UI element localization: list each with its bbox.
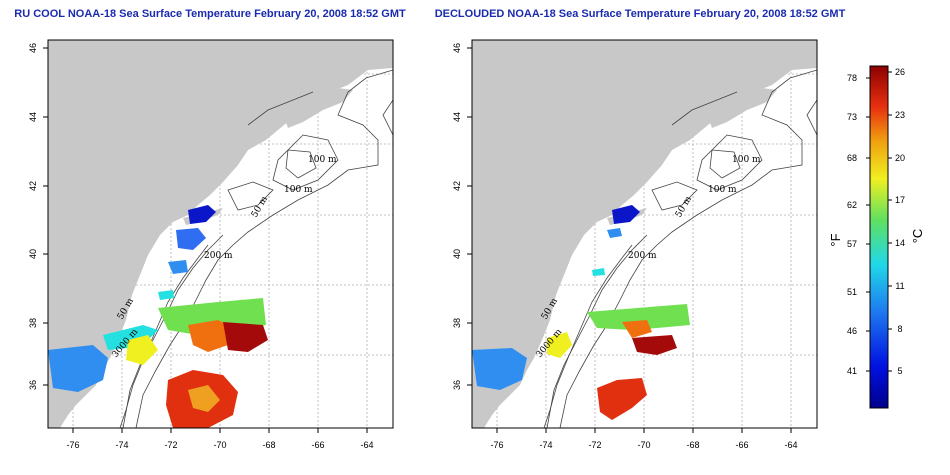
celsius-unit-label: °C <box>910 229 925 244</box>
celsius-tick-label: 20 <box>895 153 905 163</box>
contour-label: 100 m <box>708 185 737 195</box>
celsius-tick-label: 23 <box>895 110 905 120</box>
fahrenheit-tick-label: 46 <box>847 326 857 336</box>
fahrenheit-tick-label: 78 <box>847 73 857 83</box>
y-ticks <box>467 47 472 386</box>
y-tick-label: 44 <box>452 112 462 122</box>
fahrenheit-tick-label: 73 <box>847 112 857 122</box>
fahrenheit-tick-label: 68 <box>847 153 857 163</box>
x-tick-label: -70 <box>637 440 650 450</box>
right-map-title: DECLOUDED NOAA-18 Sea Surface Temperatur… <box>434 8 846 20</box>
y-tick-label: 44 <box>28 112 38 122</box>
celsius-tick-label: 17 <box>895 195 905 205</box>
colorbar-gradient <box>869 65 889 409</box>
x-tick-label: -64 <box>360 440 373 450</box>
y-tick-label: 38 <box>452 318 462 328</box>
fahrenheit-tick-label: 51 <box>847 287 857 297</box>
contour-label: 100 m <box>284 185 313 195</box>
celsius-tick-label: 8 <box>897 324 902 334</box>
y-tick-label: 38 <box>28 318 38 328</box>
x-tick-label: -68 <box>686 440 699 450</box>
x-tick-label: -70 <box>213 440 226 450</box>
x-tick-label: -64 <box>784 440 797 450</box>
left-map-title: RU COOL NOAA-18 Sea Surface Temperature … <box>14 8 406 20</box>
celsius-tick-label: 14 <box>895 238 905 248</box>
contour-label: 200 m <box>204 251 233 261</box>
contour-label: 100 m <box>732 155 761 165</box>
fahrenheit-tick-label: 62 <box>847 200 857 210</box>
left-map: 100 m 100 m 50 m 200 m 50 m 3000 m -76 -… <box>28 39 394 450</box>
celsius-ticks <box>888 71 892 372</box>
x-tick-label: -76 <box>490 440 503 450</box>
x-tick-label: -76 <box>66 440 79 450</box>
x-ticks <box>72 428 368 433</box>
sst-patches <box>48 205 268 428</box>
land-mass <box>472 40 817 428</box>
fahrenheit-tick-label: 41 <box>847 366 857 376</box>
right-map-panel: DECLOUDED NOAA-18 Sea Surface Temperatur… <box>430 0 850 475</box>
x-tick-label: -72 <box>164 440 177 450</box>
y-ticks <box>43 47 48 386</box>
x-tick-label: -74 <box>115 440 128 450</box>
temperature-colorbar: 78 73 68 62 57 51 46 41 26 23 20 17 14 1… <box>830 65 925 409</box>
x-tick-label: -72 <box>588 440 601 450</box>
land-mass <box>48 40 393 428</box>
x-tick-label: -66 <box>311 440 324 450</box>
y-tick-label: 46 <box>452 43 462 53</box>
celsius-tick-label: 5 <box>897 366 902 376</box>
fahrenheit-tick-label: 57 <box>847 239 857 249</box>
contour-label: 100 m <box>308 155 337 165</box>
y-tick-label: 40 <box>28 249 38 259</box>
land-nova-scotia <box>707 88 777 128</box>
land-nova-scotia <box>283 88 353 128</box>
y-tick-label: 36 <box>452 380 462 390</box>
y-tick-label: 40 <box>452 249 462 259</box>
x-tick-label: -74 <box>539 440 552 450</box>
y-tick-label: 42 <box>28 181 38 191</box>
x-tick-label: -68 <box>262 440 275 450</box>
contour-label: 200 m <box>628 251 657 261</box>
celsius-tick-label: 11 <box>895 281 904 291</box>
y-tick-label: 46 <box>28 43 38 53</box>
y-tick-label: 36 <box>28 380 38 390</box>
y-tick-label: 42 <box>452 181 462 191</box>
celsius-tick-label: 26 <box>895 67 905 77</box>
fahrenheit-ticks <box>866 77 870 372</box>
fahrenheit-unit-label: °F <box>830 233 843 246</box>
x-ticks <box>496 428 792 433</box>
left-map-panel: RU COOL NOAA-18 Sea Surface Temperature … <box>0 0 420 475</box>
x-tick-label: -66 <box>735 440 748 450</box>
right-map: 100 m 100 m 50 m 200 m 50 m 3000 m -76 -… <box>452 39 818 450</box>
sst-patches <box>472 205 690 420</box>
